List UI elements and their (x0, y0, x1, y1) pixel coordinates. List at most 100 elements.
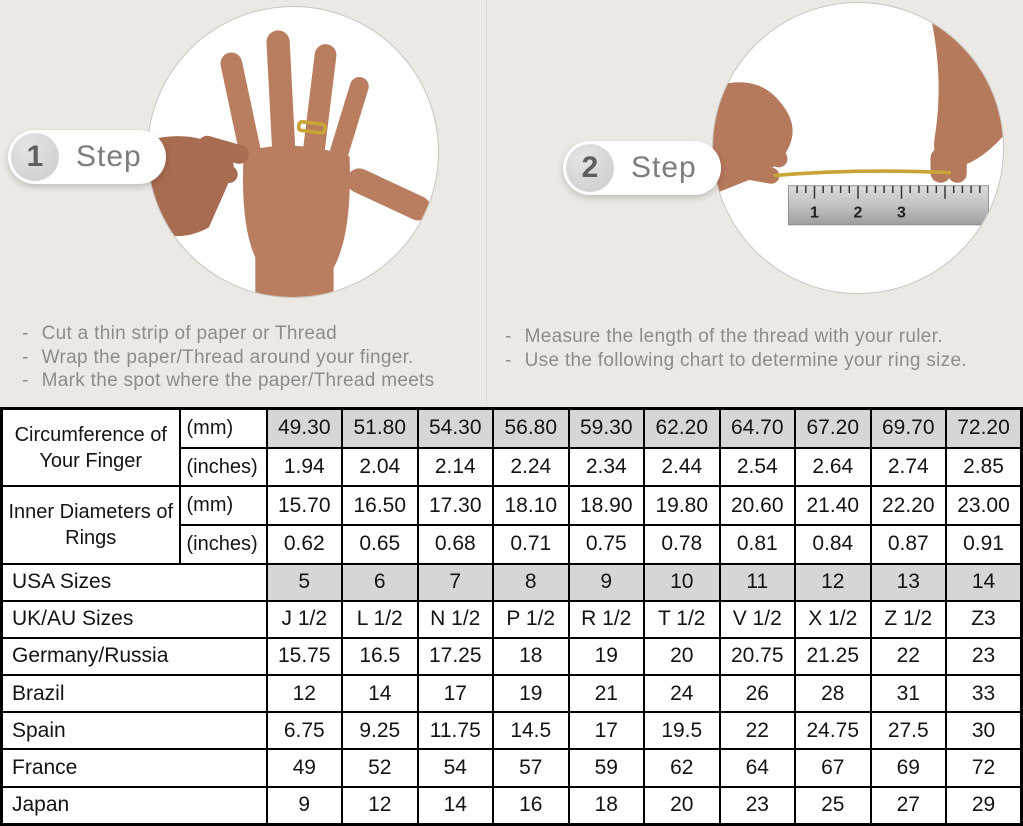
size-value-cell: 64.70 (718, 407, 796, 449)
size-value-cell: 67.20 (794, 407, 872, 449)
table-row: Germany/Russia 15.75 16.5 17.25 18 19 20 20.75 2… (0, 636, 1023, 677)
size-value-cell: 21.40 (794, 485, 872, 526)
size-value-cell: 31 (869, 674, 947, 714)
table-row: Spain 6.75 9.25 11.75 14.5 17 19.5 22 24.75 27.5 3… (0, 711, 1023, 751)
size-value-cell: 11.75 (416, 711, 494, 751)
size-value-cell: 2.24 (492, 446, 570, 488)
row-header: Inner Diameters of Rings (0, 485, 181, 565)
size-value-cell: 57 (492, 748, 570, 788)
size-value-cell: J 1/2 (265, 599, 343, 639)
size-value-cell: 24 (643, 674, 721, 714)
size-value-cell: 23.00 (945, 485, 1023, 526)
size-value-cell: 17 (567, 711, 645, 751)
size-value-cell: 21.25 (794, 636, 872, 677)
size-value-cell: 28 (794, 674, 872, 714)
row-unit: (mm) (178, 485, 268, 526)
size-value-cell: 64 (718, 748, 796, 788)
size-value-cell: 18.10 (492, 485, 570, 526)
table-row: UK/AU Sizes J 1/2 L 1/2 N 1/2 P 1/2 R 1/2 T 1/… (0, 599, 1023, 639)
size-value-cell: 2.85 (945, 446, 1023, 488)
row-unit: (inches) (178, 524, 268, 565)
size-value-cell: 2.34 (567, 446, 645, 488)
size-value-cell: 18.90 (567, 485, 645, 526)
size-value-cell: 0.75 (567, 524, 645, 565)
size-value-cell: 17.30 (416, 485, 494, 526)
size-value-cell: 0.87 (869, 524, 947, 565)
row-header: Japan (0, 785, 268, 826)
size-value-cell: 20 (643, 785, 721, 826)
hand-with-ring-illustration (148, 30, 431, 297)
size-value-cell: 12 (341, 785, 419, 826)
size-value-cell: 24.75 (794, 711, 872, 751)
size-value-cell: 2.64 (794, 446, 872, 488)
instruction-line: - Mark the spot where the paper/Thread me… (22, 370, 435, 391)
size-value-cell: 2.54 (718, 446, 796, 488)
size-value-cell: 2.74 (869, 446, 947, 488)
size-value-cell: 25 (794, 785, 872, 826)
size-value-cell: 0.91 (945, 524, 1023, 565)
size-value-cell: 15.75 (265, 636, 343, 677)
size-value-cell: 10 (643, 562, 721, 602)
size-value-cell: 6.75 (265, 711, 343, 751)
step1-number: 1 (11, 133, 59, 181)
size-value-cell: 0.65 (341, 524, 419, 565)
row-header: UK/AU Sizes (0, 599, 268, 639)
svg-text:2: 2 (854, 205, 863, 222)
size-value-cell: 13 (869, 562, 947, 602)
size-value-cell: 2.04 (341, 446, 419, 488)
size-value-cell: R 1/2 (567, 599, 645, 639)
step2-photo-measuring-ruler: 1 2 3 (712, 2, 1004, 294)
size-value-cell: 7 (416, 562, 494, 602)
ring-size-table: Circumference of Your Finger (mm) 49.30 51.… (0, 407, 1023, 826)
size-value-cell: 0.78 (643, 524, 721, 565)
size-value-cell: 8 (492, 562, 570, 602)
size-value-cell: 69 (869, 748, 947, 788)
size-value-cell: 16 (492, 785, 570, 826)
size-value-cell: 0.62 (265, 524, 343, 565)
size-value-cell: 9 (265, 785, 343, 826)
step1-badge: 1 Step (8, 130, 166, 184)
step2-instructions: - Measure the length of the thread with y… (505, 325, 967, 372)
size-value-cell: 33 (945, 674, 1023, 714)
size-value-cell: 19 (492, 674, 570, 714)
size-value-cell: 17 (416, 674, 494, 714)
size-value-cell: 27 (869, 785, 947, 826)
instruction-line: - Measure the length of the thread with y… (505, 326, 943, 347)
hands-measuring-ruler-illustration: 1 2 3 (713, 3, 1003, 226)
row-header: USA Sizes (0, 562, 268, 602)
size-value-cell: 0.71 (492, 524, 570, 565)
size-value-cell: 14 (416, 785, 494, 826)
size-value-cell: 20 (643, 636, 721, 677)
step2-label: Step (631, 151, 697, 184)
size-value-cell: 5 (265, 562, 343, 602)
size-value-cell: 26 (718, 674, 796, 714)
size-value-cell: 12 (794, 562, 872, 602)
instruction-line: - Use the following chart to determine yo… (505, 349, 967, 371)
size-value-cell: X 1/2 (794, 599, 872, 639)
size-value-cell: 54 (416, 748, 494, 788)
row-unit: (mm) (178, 407, 268, 449)
size-value-cell: 59 (567, 748, 645, 788)
row-header: Spain (0, 711, 268, 751)
step2-number: 2 (566, 144, 614, 192)
instruction-line: - Cut a thin strip of paper or Thread (22, 323, 337, 344)
size-value-cell: 59.30 (567, 407, 645, 449)
size-value-cell: 17.25 (416, 636, 494, 677)
step1-instructions: - Cut a thin strip of paper or Thread - Wra… (22, 322, 434, 393)
size-value-cell: 20.60 (718, 485, 796, 526)
table-row: Inner Diameters of Rings (mm) 15.70 16.50 17… (0, 485, 1023, 565)
size-value-cell: Z3 (945, 599, 1023, 639)
size-value-cell: 9.25 (341, 711, 419, 751)
size-value-cell: 72 (945, 748, 1023, 788)
how-to-measure-section: 1 Step - Cut a thin strip of paper or Thr… (0, 0, 1023, 407)
table-row: Circumference of Your Finger (mm) 49.30 51.… (0, 407, 1023, 488)
size-value-cell: 67 (794, 748, 872, 788)
size-value-cell: 11 (718, 562, 796, 602)
size-value-cell: 2.14 (416, 446, 494, 488)
svg-text:1: 1 (810, 205, 819, 222)
step2-badge: 2 Step (563, 141, 721, 195)
size-value-cell: 18 (567, 785, 645, 826)
size-value-cell: 0.81 (718, 524, 796, 565)
row-header: France (0, 748, 268, 788)
size-value-cell: 15.70 (265, 485, 343, 526)
